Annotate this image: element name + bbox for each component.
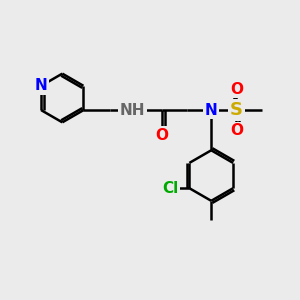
Text: O: O — [230, 82, 243, 97]
Text: S: S — [230, 101, 243, 119]
Text: N: N — [35, 78, 48, 93]
Text: N: N — [205, 103, 217, 118]
Text: Cl: Cl — [162, 181, 178, 196]
Text: O: O — [156, 128, 169, 143]
Text: O: O — [230, 124, 243, 139]
Text: NH: NH — [120, 103, 145, 118]
